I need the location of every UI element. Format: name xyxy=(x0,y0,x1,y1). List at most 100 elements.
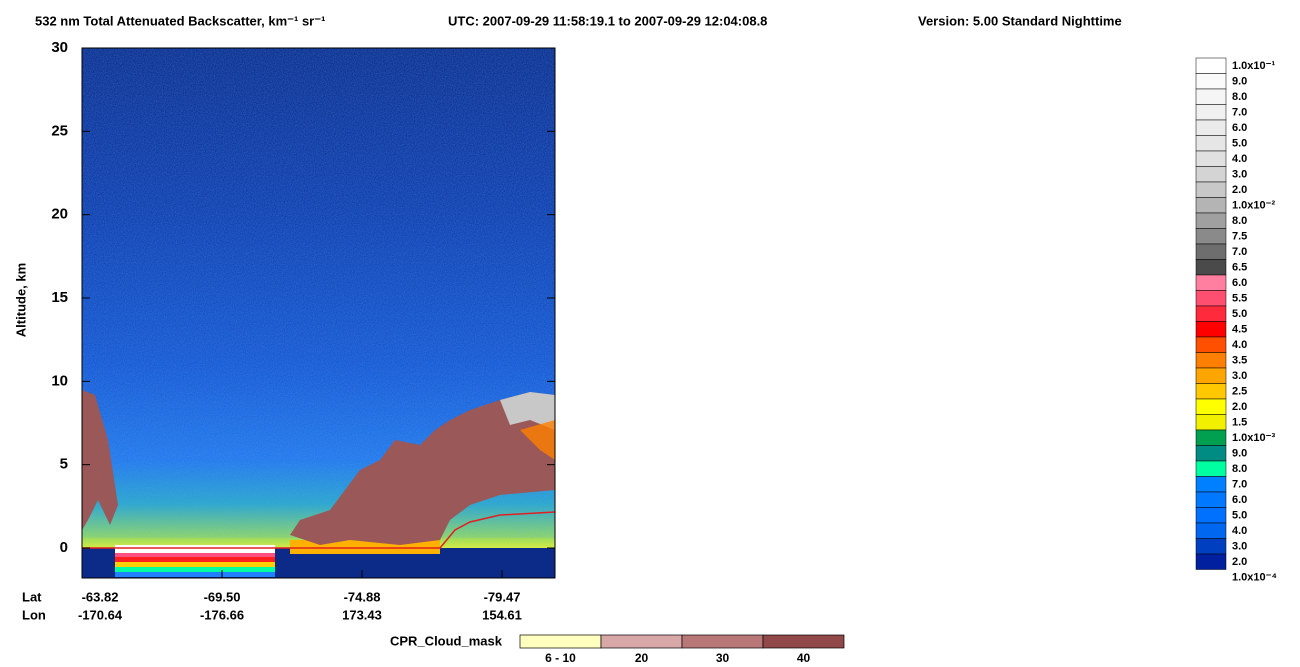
colorbar-swatch xyxy=(1195,305,1227,322)
colorbar-label: 8.0 xyxy=(1232,91,1247,103)
lon-label: 173.43 xyxy=(342,607,382,622)
colorbar-label: 7.0 xyxy=(1232,106,1247,118)
lon-label: -176.66 xyxy=(200,607,244,622)
colorbar-label: 5.5 xyxy=(1232,292,1247,304)
colorbar-swatch xyxy=(1195,538,1227,555)
colorbar-swatch xyxy=(1195,212,1227,229)
colorbar-swatch xyxy=(1195,88,1227,105)
colorbar-label: 4.0 xyxy=(1232,339,1247,351)
colorbar-label: 1.0x10⁻⁴ xyxy=(1232,571,1277,583)
cpr-swatch xyxy=(519,634,602,649)
lon-label: 154.61 xyxy=(482,607,522,622)
y-tick-label: 10 xyxy=(51,372,68,389)
colorbar-label: 6.0 xyxy=(1232,277,1247,289)
colorbar-label: 7.0 xyxy=(1232,478,1247,490)
cpr-label: 20 xyxy=(635,651,649,665)
colorbar-label: 5.0 xyxy=(1232,137,1247,149)
y-axis-label: Altitude, km xyxy=(13,263,28,337)
colorbar-label: 1.0x10⁻² xyxy=(1232,199,1275,211)
y-tick-label: 5 xyxy=(60,456,68,473)
colorbar-swatch xyxy=(1195,522,1227,539)
colorbar-label: 5.0 xyxy=(1232,308,1247,320)
colorbar-label: 4.0 xyxy=(1232,525,1247,537)
colorbar-label: 8.0 xyxy=(1232,463,1247,475)
cpr-label: 40 xyxy=(797,651,811,665)
colorbar-label: 5.0 xyxy=(1232,509,1247,521)
cpr-label: 6 - 10 xyxy=(545,651,576,665)
colorbar-label: 1.0x10⁻³ xyxy=(1232,432,1275,444)
colorbar-swatch xyxy=(1195,150,1227,167)
colorbar-swatch xyxy=(1195,398,1227,415)
colorbar-swatch xyxy=(1195,321,1227,338)
colorbar-swatch xyxy=(1195,445,1227,462)
lat-label: -79.47 xyxy=(484,589,521,604)
version: Version: 5.00 Standard Nighttime xyxy=(918,13,1122,28)
lat-label: -69.50 xyxy=(204,589,241,604)
cpr-swatch xyxy=(762,634,845,649)
plot-image xyxy=(81,47,556,579)
lat-label: -63.82 xyxy=(82,589,119,604)
colorbar-swatch xyxy=(1195,73,1227,90)
colorbar-swatch xyxy=(1195,290,1227,307)
colorbar-swatch xyxy=(1195,476,1227,493)
colorbar-label: 8.0 xyxy=(1232,215,1247,227)
colorbar-label: 1.5 xyxy=(1232,416,1247,428)
chart-title: 532 nm Total Attenuated Backscatter, km⁻… xyxy=(35,13,325,28)
colorbar-swatch xyxy=(1195,228,1227,245)
colorbar-label: 4.0 xyxy=(1232,153,1247,165)
cpr-swatch xyxy=(681,634,764,649)
colorbar-label: 3.5 xyxy=(1232,354,1247,366)
colorbar-label: 6.0 xyxy=(1232,494,1247,506)
colorbar-swatch xyxy=(1195,429,1227,446)
chart-subtitle: UTC: 2007-09-29 11:58:19.1 to 2007-09-29… xyxy=(448,13,767,28)
colorbar-label: 7.0 xyxy=(1232,246,1247,258)
y-tick-label: 30 xyxy=(51,39,68,56)
cpr-legend-title: CPR_Cloud_mask xyxy=(390,633,503,648)
y-tick-label: 15 xyxy=(51,289,68,306)
colorbar-label: 2.5 xyxy=(1232,385,1247,397)
colorbar-swatch xyxy=(1195,166,1227,183)
colorbar-label: 1.0x10⁻¹ xyxy=(1232,60,1275,72)
colorbar-swatch xyxy=(1195,553,1227,570)
colorbar-swatch xyxy=(1195,491,1227,508)
lat-label: -74.88 xyxy=(344,589,381,604)
cpr-label: 30 xyxy=(716,651,730,665)
colorbar: 1.0x10⁻¹ 9.0 8.0 7.0 6.0 5.0 4.0 3.0 2.0 1.0x10⁻²… xyxy=(1195,57,1277,583)
colorbar-label: 6.5 xyxy=(1232,261,1247,273)
colorbar-swatch xyxy=(1195,197,1227,214)
x-row-label: Lon xyxy=(22,607,46,622)
colorbar-swatch xyxy=(1195,119,1227,136)
colorbar-label: 7.5 xyxy=(1232,230,1247,242)
colorbar-label: 9.0 xyxy=(1232,75,1247,87)
colorbar-swatch xyxy=(1195,104,1227,121)
x-row-label: Lat xyxy=(22,589,42,604)
colorbar-swatch xyxy=(1195,336,1227,353)
cpr-swatch xyxy=(600,634,683,649)
colorbar-swatch xyxy=(1195,414,1227,431)
colorbar-swatch xyxy=(1195,135,1227,152)
colorbar-swatch xyxy=(1195,259,1227,276)
colorbar-label: 3.0 xyxy=(1232,540,1247,552)
colorbar-label: 3.0 xyxy=(1232,168,1247,180)
colorbar-label: 9.0 xyxy=(1232,447,1247,459)
colorbar-swatch xyxy=(1195,383,1227,400)
y-tick-label: 25 xyxy=(51,122,68,139)
colorbar-label: 4.5 xyxy=(1232,323,1247,335)
colorbar-label: 2.0 xyxy=(1232,556,1247,568)
lon-label: -170.64 xyxy=(78,607,123,622)
colorbar-label: 2.0 xyxy=(1232,401,1247,413)
colorbar-label: 3.0 xyxy=(1232,370,1247,382)
colorbar-swatch xyxy=(1195,352,1227,369)
colorbar-swatch xyxy=(1195,460,1227,477)
colorbar-label: 6.0 xyxy=(1232,122,1247,134)
y-tick-label: 20 xyxy=(51,206,68,223)
colorbar-swatch xyxy=(1195,243,1227,260)
colorbar-swatch xyxy=(1195,507,1227,524)
y-tick-label: 0 xyxy=(60,539,68,556)
colorbar-swatch xyxy=(1195,181,1227,198)
colorbar-swatch xyxy=(1195,274,1227,291)
colorbar-swatch xyxy=(1195,57,1227,74)
colorbar-label: 2.0 xyxy=(1232,184,1247,196)
colorbar-swatch xyxy=(1195,367,1227,384)
